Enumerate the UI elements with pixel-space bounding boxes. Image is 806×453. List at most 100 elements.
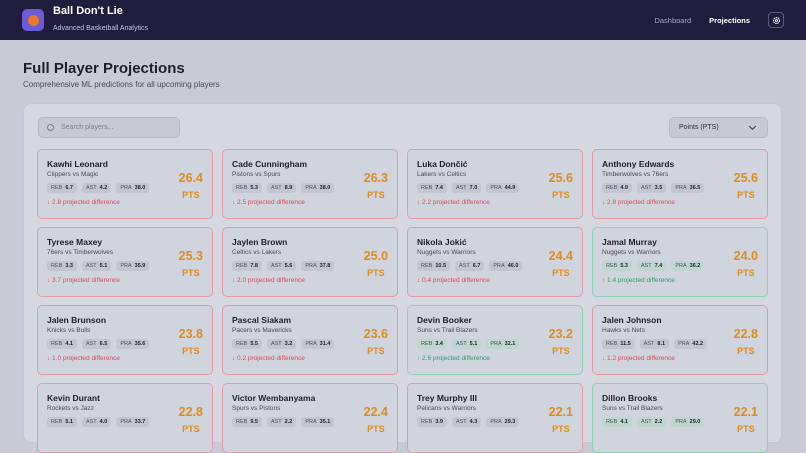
stat-chip: REB 7.4 [417, 183, 447, 193]
page-title: Full Player Projections [23, 60, 185, 77]
projection: 22.4 PTS [364, 405, 388, 437]
settings-button[interactable] [768, 12, 784, 28]
stat-chip: REB 4.9 [602, 183, 632, 193]
stat-chip: REB 3.9 [417, 417, 447, 427]
matchup: Suns vs Trail Blazers [602, 405, 663, 412]
stat-label: AST [85, 185, 97, 191]
player-card[interactable]: Jamal Murray Nuggets vs Warriors REB 5.3 AST… [592, 227, 768, 297]
stat-chips: REB 4.1 AST 2.2 PRA 29.0 [602, 417, 758, 427]
stat-label: REB [51, 263, 63, 269]
player-card[interactable]: Anthony Edwards Timberwolves vs 76ers REB 4… [592, 149, 768, 219]
stat-label: AST [270, 341, 282, 347]
projection: 22.8 PTS [734, 327, 758, 359]
stat-chip: AST 5.1 [451, 339, 482, 349]
matchup: Spurs vs Pistons [232, 405, 281, 412]
player-card[interactable]: Kawhi Leonard Clippers vs Magic REB 6.7 AST 4… [37, 149, 213, 219]
projection-value: 25.0 [363, 249, 388, 263]
search-input[interactable]: Search players... [38, 117, 180, 138]
player-card[interactable]: Trey Murphy III Pelicans vs Warriors REB 3.… [407, 383, 583, 453]
stat-chip: AST 8.1 [639, 339, 670, 349]
stat-label: PRA [490, 419, 502, 425]
nav-link[interactable]: Projections [709, 15, 750, 25]
stat-chip: REB 5.3 [602, 261, 632, 271]
stat-value: 44.9 [504, 185, 516, 191]
app-subtitle: Advanced Basketball Analytics [53, 25, 148, 32]
stat-label: REB [236, 263, 248, 269]
stat-chip: REB 10.5 [417, 261, 451, 271]
stat-label: PRA [120, 341, 132, 347]
stat-chip: REB 5.3 [232, 183, 262, 193]
player-card[interactable]: Devin Booker Suns vs Trail Blazers REB 3.4 A… [407, 305, 583, 375]
stat-value: 3.9 [435, 419, 443, 425]
matchup: Nuggets vs Warriors [602, 249, 661, 256]
stat-chip: REB 5.5 [232, 339, 262, 349]
stat-label: PRA [675, 185, 687, 191]
stat-label: AST [85, 419, 97, 425]
projection-unit: PTS [182, 346, 200, 356]
projection-unit: PTS [182, 268, 200, 278]
stat-value: 35.6 [134, 341, 146, 347]
logo[interactable] [22, 9, 44, 31]
stat-chip: REB 3.3 [47, 261, 77, 271]
projected-difference: ↓ 2.5 projected difference [232, 199, 305, 206]
stat-value: 8.1 [657, 341, 666, 347]
player-card[interactable]: Pascal Siakam Pacers vs Mavericks REB 5.5 AS… [222, 305, 398, 375]
projected-difference: ↓ 2.8 projected difference [602, 199, 675, 206]
projection: 26.4 PTS [179, 171, 203, 203]
stat-chip: REB 3.4 [417, 339, 447, 349]
player-card[interactable]: Luka Dončić Lakers vs Celtics REB 7.4 AST 7.0… [407, 149, 583, 219]
projection-value: 23.2 [548, 327, 573, 341]
projected-difference: ↓ 0.2 projected difference [232, 355, 305, 362]
projection-unit: PTS [552, 190, 570, 200]
player-card[interactable]: Victor Wembanyama Spurs vs Pistons REB 9.5 A… [222, 383, 398, 453]
projected-difference: ↑ 2.6 projected difference [417, 355, 490, 362]
projection-value: 22.1 [548, 405, 573, 419]
stat-label: REB [421, 419, 433, 425]
player-card[interactable]: Dillon Brooks Suns vs Trail Blazers REB 4.1… [592, 383, 768, 453]
stat-chip: PRA 38.0 [116, 183, 150, 193]
stat-chips: REB 7.4 AST 7.0 PRA 44.9 [417, 183, 573, 193]
brand: Ball Don't Lie Advanced Basketball Analy… [53, 5, 148, 35]
player-card[interactable]: Jalen Brunson Knicks vs Bulls REB 4.1 AST 6.5… [37, 305, 213, 375]
stat-label: PRA [675, 419, 687, 425]
stat-chip: PRA 37.8 [301, 261, 335, 271]
stat-label: AST [270, 185, 282, 191]
stat-select[interactable]: Points (PTS) [669, 117, 768, 138]
player-card[interactable]: Nikola Jokić Nuggets vs Warriors REB 10.5 AS… [407, 227, 583, 297]
stat-value: 3.4 [435, 341, 443, 347]
stat-value: 35.9 [134, 263, 146, 269]
stat-label: REB [606, 185, 618, 191]
projection-unit: PTS [552, 346, 570, 356]
stat-value: 6.7 [65, 185, 73, 191]
projected-difference: ↓ 3.7 projected difference [47, 277, 120, 284]
stat-label: PRA [490, 185, 502, 191]
stat-value: 29.0 [689, 419, 701, 425]
player-name: Victor Wembanyama [232, 393, 316, 403]
stat-label: AST [270, 263, 282, 269]
projection-value: 23.6 [363, 327, 388, 341]
stat-label: AST [85, 341, 97, 347]
player-card[interactable]: Kevin Durant Rockets vs Jazz REB 5.1 AST 4.0 P… [37, 383, 213, 453]
stat-chips: REB 5.3 AST 7.4 PRA 36.2 [602, 261, 758, 271]
stat-chip: REB 4.1 [602, 417, 632, 427]
stat-chip: REB 5.1 [47, 417, 77, 427]
stat-chip: PRA 31.4 [301, 339, 335, 349]
projection: 26.3 PTS [364, 171, 388, 203]
nav-link[interactable]: Dashboard [654, 15, 692, 25]
projection: 22.1 PTS [734, 405, 758, 437]
stat-value: 7.0 [469, 185, 478, 191]
stat-value: 35.1 [319, 419, 331, 425]
matchup: Suns vs Trail Blazers [417, 327, 478, 334]
projection-value: 22.8 [733, 327, 758, 341]
player-card[interactable]: Jalen Johnson Hawks vs Nets REB 11.5 AST 8.1 P… [592, 305, 768, 375]
stat-chip: AST 2.2 [636, 417, 667, 427]
stat-chip: AST 5.6 [266, 261, 297, 271]
player-name: Anthony Edwards [602, 159, 675, 169]
player-card[interactable]: Jaylen Brown Celtics vs Lakers REB 7.8 AST 5.… [222, 227, 398, 297]
player-card[interactable]: Tyrese Maxey 76ers vs Timberwolves REB 3.3 A… [37, 227, 213, 297]
stat-label: REB [606, 419, 618, 425]
projected-difference: ↓ 2.8 projected difference [47, 199, 120, 206]
projected-difference: ↓ 2.0 projected difference [232, 277, 305, 284]
projection-value: 26.4 [178, 171, 203, 185]
player-card[interactable]: Cade Cunningham Pistons vs Spurs REB 5.3 AST… [222, 149, 398, 219]
